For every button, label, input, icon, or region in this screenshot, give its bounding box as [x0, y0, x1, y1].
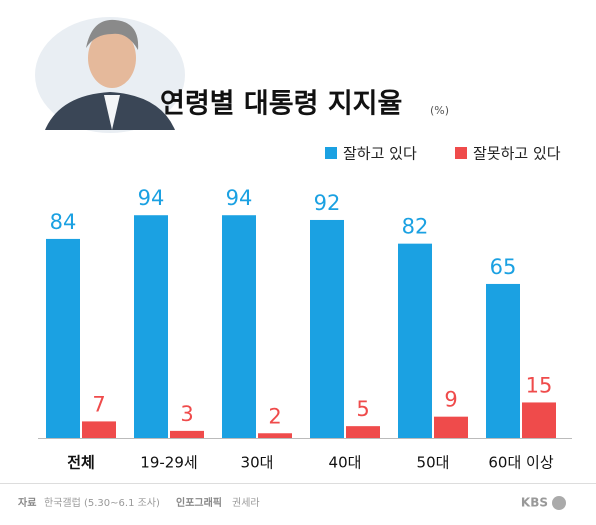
bar — [46, 238, 80, 438]
value-label: 82 — [402, 215, 429, 239]
value-label: 65 — [490, 255, 517, 279]
x-tick-label: 30대 — [241, 454, 274, 472]
bar — [434, 416, 468, 438]
source: 한국갤럽 (5.30~6.1 조사) — [44, 497, 160, 509]
value-label: 15 — [526, 373, 553, 397]
x-tick-label: 40대 — [329, 454, 362, 472]
legend-swatch — [325, 147, 337, 159]
value-label: 92 — [314, 191, 341, 215]
legend-swatch — [455, 147, 467, 159]
value-label: 7 — [92, 392, 105, 416]
bar — [522, 402, 556, 438]
bar — [310, 219, 344, 438]
bar — [170, 430, 204, 438]
value-label: 5 — [356, 397, 369, 421]
logo: KBS — [521, 496, 548, 510]
bar — [258, 433, 292, 438]
x-tick-label: 전체 — [67, 454, 95, 472]
bar — [134, 215, 168, 438]
value-label: 84 — [50, 210, 77, 234]
photo — [35, 17, 185, 133]
x-tick-label: 60대 이상 — [488, 454, 553, 472]
bar — [398, 243, 432, 438]
source-label: 자료 — [18, 496, 36, 509]
bar — [82, 421, 116, 438]
x-tick-label: 50대 — [417, 454, 450, 472]
value-label: 94 — [226, 186, 253, 210]
chart-title: 연령별 대통령 지지율 — [160, 89, 402, 120]
value-label: 9 — [444, 388, 457, 412]
value-label: 94 — [138, 186, 165, 210]
bar — [346, 426, 380, 438]
legend-label: 잘못하고 있다 — [473, 145, 561, 163]
x-tick-label: 19-29세 — [140, 454, 197, 472]
value-label: 2 — [268, 404, 281, 428]
value-label: 3 — [180, 402, 193, 426]
chart-subtitle: (%) — [430, 104, 449, 117]
legend-label: 잘하고 있다 — [343, 145, 417, 163]
logo-mark — [552, 496, 566, 510]
bar — [486, 283, 520, 438]
bar — [222, 215, 256, 438]
credit: 권세라 — [232, 497, 260, 509]
credit-label: 인포그래픽 — [176, 496, 222, 509]
